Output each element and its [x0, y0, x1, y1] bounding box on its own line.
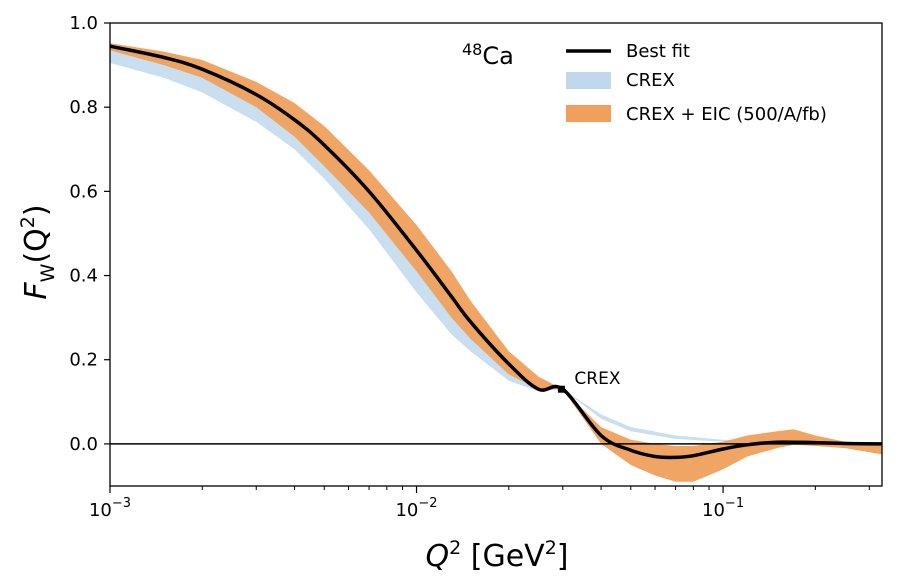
band-2: [110, 43, 882, 482]
y-tick-label: 0.8: [69, 97, 98, 118]
legend-label-crex-eic: CREX + EIC (500/A/fb): [626, 104, 827, 125]
y-axis-title-open: (Q: [19, 228, 54, 263]
axes-layer: [109, 22, 883, 487]
series-line-best-fit: [110, 44, 882, 460]
x-tick-label: 10−2: [395, 496, 437, 521]
legend: Best fit CREX CREX + EIC (500/A/fb): [566, 41, 827, 125]
annotation-marker: [557, 385, 565, 393]
x-axis-title-rest: [GeV: [461, 539, 545, 574]
x-axis-title-end: ]: [557, 539, 569, 574]
x-axis-title-base: Q: [426, 539, 450, 574]
y-tick-label: 0.0: [69, 434, 98, 455]
legend-swatch-crex-eic: [566, 105, 611, 122]
y-axis-title-sup: 2: [17, 216, 39, 228]
y-axis-title-main: F: [19, 282, 54, 300]
y-axis-title-close: ): [19, 204, 54, 216]
y-tick-label: 0.2: [69, 350, 98, 371]
legend-label-best-fit: Best fit: [626, 41, 690, 62]
bands-layer: [110, 43, 882, 482]
x-tick-label: 10−3: [89, 496, 131, 521]
y-tick-label: 0.6: [69, 181, 98, 202]
nucleus-mass: 48: [462, 40, 482, 59]
plot-frame: [109, 22, 883, 487]
y-tick-label: 1.0: [69, 13, 98, 34]
x-axis-title-sup: 2: [449, 537, 461, 559]
nucleus-symbol: Ca: [482, 42, 513, 70]
x-tick-label: 10−1: [702, 496, 744, 521]
legend-swatch-crex: [566, 72, 611, 89]
x-axis-title-unit-sup: 2: [545, 537, 557, 559]
nucleus-label: 48Ca: [462, 40, 514, 70]
ticks-layer: 0.0 0.2 0.4 0.6 0.8 1.0 10−3 10−2 10−1: [69, 13, 870, 521]
annotation-label: CREX: [574, 369, 620, 389]
band-1: [110, 46, 882, 444]
x-axis-title: Q2 [GeV2]: [426, 537, 569, 574]
lines-layer: [110, 44, 882, 460]
y-axis-title-sub: W: [37, 263, 59, 282]
legend-label-crex: CREX: [626, 70, 675, 91]
y-tick-label: 0.4: [69, 266, 98, 287]
y-axis-title: FW(Q2): [17, 204, 59, 299]
